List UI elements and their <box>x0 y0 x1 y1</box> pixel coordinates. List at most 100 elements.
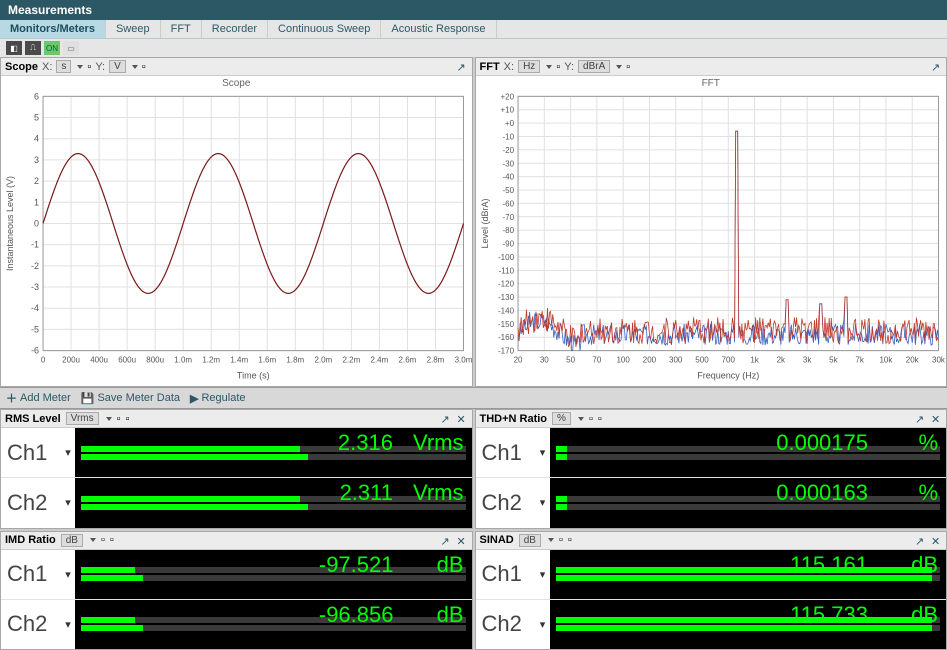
fft-y-caret-icon[interactable] <box>616 65 622 69</box>
meter-unit-select[interactable]: dB <box>61 534 83 547</box>
scope-plot: -6-5-4-3-2-101234560200u400u600u800u1.0m… <box>1 89 472 386</box>
meter-bar-fill <box>81 575 143 581</box>
meter-popout-icon[interactable]: ↗ <box>441 535 452 546</box>
svg-text:-120: -120 <box>498 280 515 289</box>
svg-text:-170: -170 <box>498 347 515 356</box>
meter-bar-fill <box>556 504 568 510</box>
regulate-button[interactable]: ▶Regulate <box>190 392 246 405</box>
meter-config-icon[interactable]: ▫ <box>101 534 105 546</box>
add-meter-button[interactable]: ＋Add Meter <box>6 390 71 406</box>
meter-bar-area: 115.161 dB <box>550 550 947 599</box>
meter-unit-select[interactable]: Vrms <box>66 412 99 425</box>
fft-x-unit[interactable]: Hz <box>518 60 540 73</box>
meter-config2-icon[interactable]: ▫ <box>110 534 114 546</box>
meter-bar-fill <box>81 454 308 460</box>
channel-caret-icon[interactable]: ▾ <box>61 600 75 649</box>
meter-config-icon[interactable]: ▫ <box>559 534 563 546</box>
meter-config2-icon[interactable]: ▫ <box>598 413 602 425</box>
tab-continuous-sweep[interactable]: Continuous Sweep <box>268 20 381 38</box>
channel-label: Ch2 <box>476 478 536 527</box>
svg-text:2.8m: 2.8m <box>427 356 445 365</box>
fft-popout-icon[interactable]: ↗ <box>931 61 942 72</box>
channel-caret-icon[interactable]: ▾ <box>61 428 75 477</box>
scope-x-unit[interactable]: s <box>56 60 71 73</box>
svg-text:-50: -50 <box>502 186 514 195</box>
svg-text:-90: -90 <box>502 240 514 249</box>
scope-y-config-icon[interactable]: ▫ <box>142 61 146 73</box>
meter-close-icon[interactable]: ✕ <box>931 413 942 424</box>
meter-row-ch1: Ch1 ▾ 115.161 dB <box>476 550 947 600</box>
svg-text:+10: +10 <box>500 106 514 115</box>
channel-caret-icon[interactable]: ▾ <box>61 550 75 599</box>
svg-text:-1: -1 <box>31 240 39 250</box>
meter-value: 115.161 <box>768 552 868 578</box>
scope-x-label: X: <box>42 61 52 73</box>
toolbar-btn-on[interactable]: ON <box>44 41 60 55</box>
svg-text:-2: -2 <box>31 261 39 271</box>
meter-popout-icon[interactable]: ↗ <box>441 413 452 424</box>
svg-text:-150: -150 <box>498 320 515 329</box>
channel-label: Ch2 <box>1 478 61 527</box>
fft-x-caret-icon[interactable] <box>546 65 552 69</box>
fft-y-unit[interactable]: dBrA <box>578 60 610 73</box>
svg-text:-110: -110 <box>498 266 514 275</box>
meter-readout: 115.733 dB <box>768 602 938 628</box>
meter-close-icon[interactable]: ✕ <box>931 535 942 546</box>
tab-monitors-meters[interactable]: Monitors/Meters <box>0 20 106 38</box>
toolbar-btn-2[interactable]: ⎍ <box>25 41 41 55</box>
meter-value-unit: dB <box>888 552 938 578</box>
scope-x-config-icon[interactable]: ▫ <box>87 61 91 73</box>
meter-popout-icon[interactable]: ↗ <box>915 413 926 424</box>
channel-caret-icon[interactable]: ▾ <box>536 550 550 599</box>
channel-caret-icon[interactable]: ▾ <box>536 428 550 477</box>
meter-bar-fill <box>81 504 308 510</box>
meter-unit-caret-icon[interactable] <box>106 417 112 421</box>
svg-text:5: 5 <box>34 113 39 123</box>
svg-text:+20: +20 <box>500 92 514 101</box>
svg-text:Level (dBrA): Level (dBrA) <box>480 198 490 248</box>
channel-caret-icon[interactable]: ▾ <box>536 478 550 527</box>
tab-acoustic-response[interactable]: Acoustic Response <box>381 20 496 38</box>
meter-bar-fill <box>556 496 568 502</box>
meter-title: IMD Ratio <box>5 534 56 546</box>
meter-unit-caret-icon[interactable] <box>578 417 584 421</box>
meter-unit-caret-icon[interactable] <box>548 538 554 542</box>
meter-value-unit: dB <box>888 602 938 628</box>
save-meter-data-button[interactable]: 💾Save Meter Data <box>81 392 180 405</box>
scope-x-caret-icon[interactable] <box>77 65 83 69</box>
toolbar-btn-1[interactable]: ◧ <box>6 41 22 55</box>
meter-value: -96.856 <box>294 602 394 628</box>
channel-caret-icon[interactable]: ▾ <box>61 478 75 527</box>
svg-text:800u: 800u <box>146 356 164 365</box>
meter-popout-icon[interactable]: ↗ <box>915 535 926 546</box>
meter-unit-select[interactable]: % <box>552 412 571 425</box>
meter-body: Ch1 ▾ 115.161 dB Ch2 ▾ <box>476 550 947 650</box>
scope-popout-icon[interactable]: ↗ <box>457 61 468 72</box>
svg-text:-80: -80 <box>502 226 514 235</box>
meter-sinad: SINAD dB ▫ ▫ ↗ ✕ Ch1 ▾ <box>475 531 947 650</box>
meter-config-icon[interactable]: ▫ <box>589 413 593 425</box>
tab-sweep[interactable]: Sweep <box>106 20 161 38</box>
scope-y-unit[interactable]: V <box>109 60 126 73</box>
meter-config2-icon[interactable]: ▫ <box>568 534 572 546</box>
fft-y-config-icon[interactable]: ▫ <box>626 61 630 73</box>
meters-grid: RMS Level Vrms ▫ ▫ ↗ ✕ Ch1 ▾ <box>0 409 947 650</box>
channel-caret-icon[interactable]: ▾ <box>536 600 550 649</box>
meter-config-icon[interactable]: ▫ <box>117 413 121 425</box>
meter-close-icon[interactable]: ✕ <box>457 413 468 424</box>
svg-text:70: 70 <box>592 356 601 365</box>
scope-y-caret-icon[interactable] <box>132 65 138 69</box>
meter-close-icon[interactable]: ✕ <box>457 535 468 546</box>
meter-unit-select[interactable]: dB <box>519 534 541 547</box>
meter-row-ch2: Ch2 ▾ 2.311 Vrms <box>1 478 472 527</box>
toolbar-btn-4[interactable]: ▭ <box>63 41 79 55</box>
svg-text:0: 0 <box>41 356 46 365</box>
meter-bar-area: 2.311 Vrms <box>75 478 472 527</box>
svg-text:7k: 7k <box>855 356 864 365</box>
fft-x-config-icon[interactable]: ▫ <box>556 61 560 73</box>
tab-fft[interactable]: FFT <box>161 20 202 38</box>
meter-config2-icon[interactable]: ▫ <box>126 413 130 425</box>
tab-recorder[interactable]: Recorder <box>202 20 268 38</box>
meter-unit-caret-icon[interactable] <box>90 538 96 542</box>
svg-text:2.4m: 2.4m <box>371 356 389 365</box>
